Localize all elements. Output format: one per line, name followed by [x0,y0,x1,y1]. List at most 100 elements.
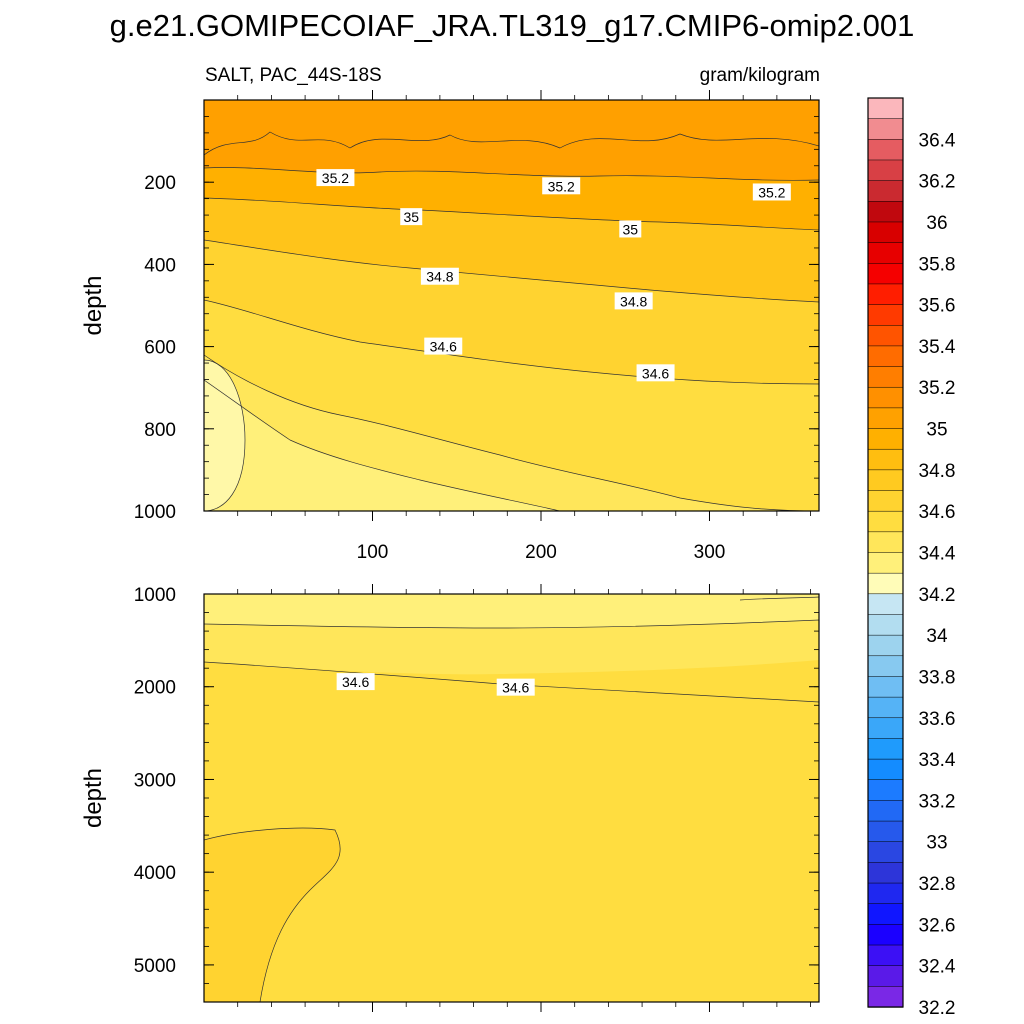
colorbar-label: 36.2 [919,172,956,193]
y-tick-label: 800 [144,420,176,441]
contour-label-text: 34.6 [342,674,369,690]
colorbar-swatch [867,717,904,740]
contour-label: 35 [400,208,423,226]
colorbar-swatch [867,593,904,616]
contour-label-text: 35.2 [322,170,349,186]
contour-label-box [636,364,675,382]
contour-label-box [336,673,375,691]
colorbar-label: 33.2 [919,791,956,812]
colorbar-swatch [867,634,904,657]
colorbar-swatch [867,841,904,864]
units-label: gram/kilogram [700,65,820,86]
colorbar-label: 35.2 [919,378,956,399]
y-tick-label: 200 [144,173,176,194]
contour-label: 35.2 [752,183,791,201]
colorbar-label: 34.4 [919,544,956,565]
colorbar-label: 35.8 [919,254,956,275]
colorbar-label: 33.4 [919,750,956,771]
contour-label-text: 34.6 [642,365,669,381]
colorbar-swatch [867,944,904,967]
colorbar-swatch [867,263,904,285]
colorbar-swatch [867,820,904,843]
chart-title: g.e21.GOMIPECOIAF_JRA.TL319_g17.CMIP6-om… [110,8,915,43]
colorbar-label: 33 [926,833,947,854]
colorbar-swatch [867,614,904,636]
colorbar-swatch [867,180,904,202]
colorbar-swatch [867,139,904,161]
contour-label-text: 34.8 [620,293,647,309]
colorbar-label: 32.6 [919,915,956,936]
colorbar-swatch [867,386,904,409]
y-tick-label: 2000 [134,678,176,699]
colorbar-swatch [867,510,904,533]
colorbar-swatch [867,469,904,492]
contour-label: 34.6 [336,673,375,691]
colorbar-label: 36 [926,213,947,234]
contour-label-box [420,267,459,285]
colorbar-swatch [867,924,904,946]
colorbar-label: 32.4 [919,957,956,978]
colorbar-swatch [867,882,904,905]
y-tick-label: 3000 [134,770,176,791]
variable-label: SALT, PAC_44S-18S [205,65,382,86]
upper-panel: 35.2 35.2 35.2 35 35 34.8 34.8 34.6 34.6 200 400 6… [80,90,820,563]
contour-label: 35.2 [316,169,355,187]
colorbar-swatch [867,325,904,347]
contour-label: 34.8 [420,267,459,285]
colorbar-swatch [867,676,904,698]
contour-label: 35.2 [542,177,581,195]
contour-label: 34.6 [636,364,675,382]
contour-label-box [542,177,581,195]
y-tick-label: 4000 [134,863,176,884]
colorbar-label: 34 [926,626,948,647]
contour-label: 35 [619,220,642,238]
colorbar-label: 33.8 [919,667,956,688]
colorbar-swatch [867,779,904,802]
colorbar-label: 35.6 [919,296,956,317]
contour-label-box [496,678,535,696]
colorbar-swatch [867,986,904,1008]
x-tick-label: 100 [357,542,389,563]
colorbar-swatch [867,552,904,574]
y-tick-label: 600 [144,338,176,359]
colorbar-swatch [867,696,904,719]
colorbar-label: 32.8 [919,874,956,895]
colorbar-swatch [867,862,904,884]
colorbar-swatch [867,531,904,554]
colorbar-label: 36.4 [919,130,956,151]
contour-label-text: 35.2 [548,178,575,194]
colorbar-swatch [867,366,904,388]
contour-label-text: 34.6 [502,680,529,696]
contour-label-box [614,292,653,310]
contour-label-text: 35 [622,221,638,237]
contour-label: 34.8 [614,292,653,310]
colorbar-swatch [867,345,904,368]
contour-label: 34.6 [424,337,463,355]
x-tick-label: 200 [525,542,557,563]
contour-label-box [752,183,791,201]
colorbar-swatch [867,448,904,471]
colorbar-swatch [867,118,904,140]
y-tick-label: 1000 [134,502,176,523]
contour-label-text: 35.2 [758,184,785,200]
contour-label-box [424,337,463,355]
contour-label: 34.6 [496,678,535,696]
colorbar-swatch [867,221,904,244]
y-axis-label: depth [80,768,107,828]
contour-label-text: 34.6 [430,339,457,355]
y-tick-label: 1000 [134,585,176,606]
x-tick-label: 300 [694,542,726,563]
colorbar-label: 32.2 [919,998,956,1019]
contour-label-box [400,208,423,226]
colorbar-swatch [867,304,904,326]
colorbar-swatch [867,965,904,987]
colorbar-swatch [867,428,904,450]
colorbar-label: 33.6 [919,709,956,730]
y-tick-label: 400 [144,255,176,276]
colorbar-swatch [867,903,904,926]
colorbar-swatch [867,655,904,678]
colorbar-label: 34.6 [919,502,956,523]
contour-label-text: 34.8 [426,269,453,285]
colorbar-label: 34.8 [919,461,956,482]
lower-panel: 34.6 34.6 1000 2000 3000 4000 5000 depth [80,584,820,1012]
